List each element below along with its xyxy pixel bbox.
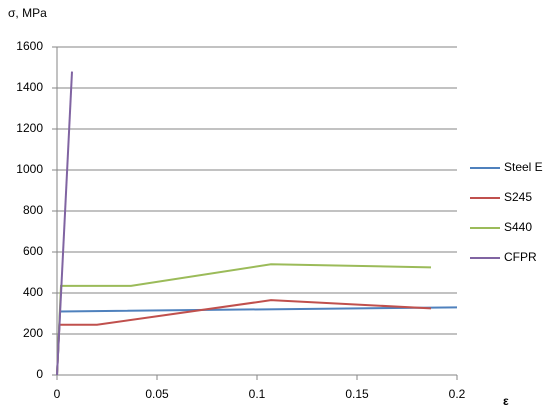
x-tick-label: 0.2 <box>449 387 466 401</box>
y-tick-label: 600 <box>23 244 43 258</box>
y-tick-label: 200 <box>23 326 43 340</box>
x-tick-label: 0.1 <box>249 387 266 401</box>
y-tick-label: 1600 <box>16 39 43 53</box>
series-line <box>56 71 73 376</box>
series-line <box>56 263 432 376</box>
legend-label: S245 <box>504 190 532 204</box>
x-tick-label: 0.15 <box>345 387 369 401</box>
x-axis-label: ε <box>503 394 509 408</box>
y-tick-label: 800 <box>23 203 43 217</box>
x-tick-label: 0 <box>54 387 61 401</box>
legend-label: Steel E <box>504 160 543 174</box>
y-tick-label: 1000 <box>16 162 43 176</box>
x-tick-label: 0.05 <box>145 387 169 401</box>
legend-label: CFPR <box>504 250 537 264</box>
y-tick-label: 1400 <box>16 80 43 94</box>
y-tick-label: 1200 <box>16 121 43 135</box>
legend-label: S440 <box>504 220 532 234</box>
y-tick-label: 0 <box>36 367 43 381</box>
series-line <box>56 306 458 376</box>
y-tick-label: 400 <box>23 285 43 299</box>
y-axis-label: σ, MPa <box>8 6 47 20</box>
